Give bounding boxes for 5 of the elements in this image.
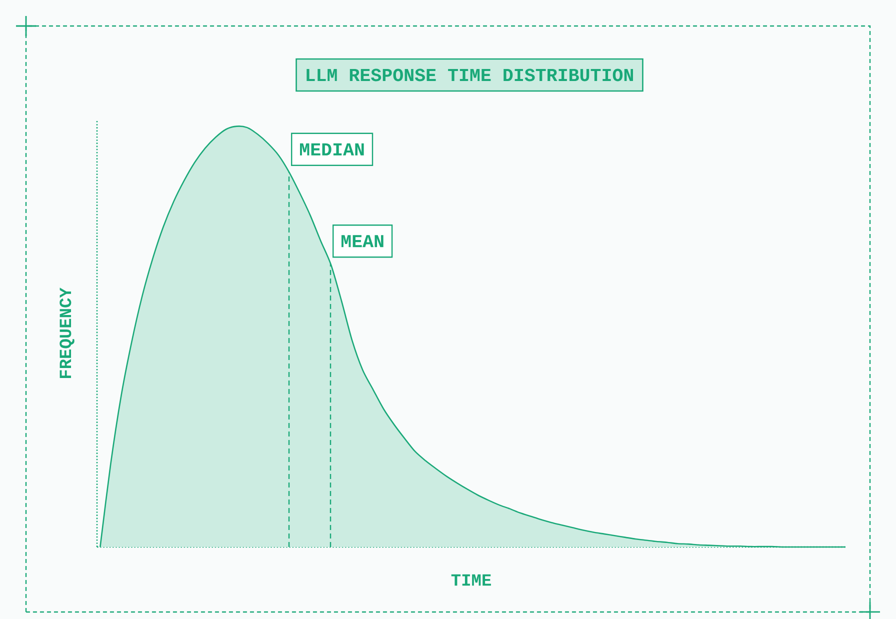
annotation: MEDIAN [300,143,364,156]
y-axis-title: FREQUENCY [60,288,74,378]
x-axis-title: TIME [451,574,491,586]
annotation: MEAN [342,235,384,248]
chart-title: LLM RESPONSE TIME DISTRIBUTION [306,68,633,82]
